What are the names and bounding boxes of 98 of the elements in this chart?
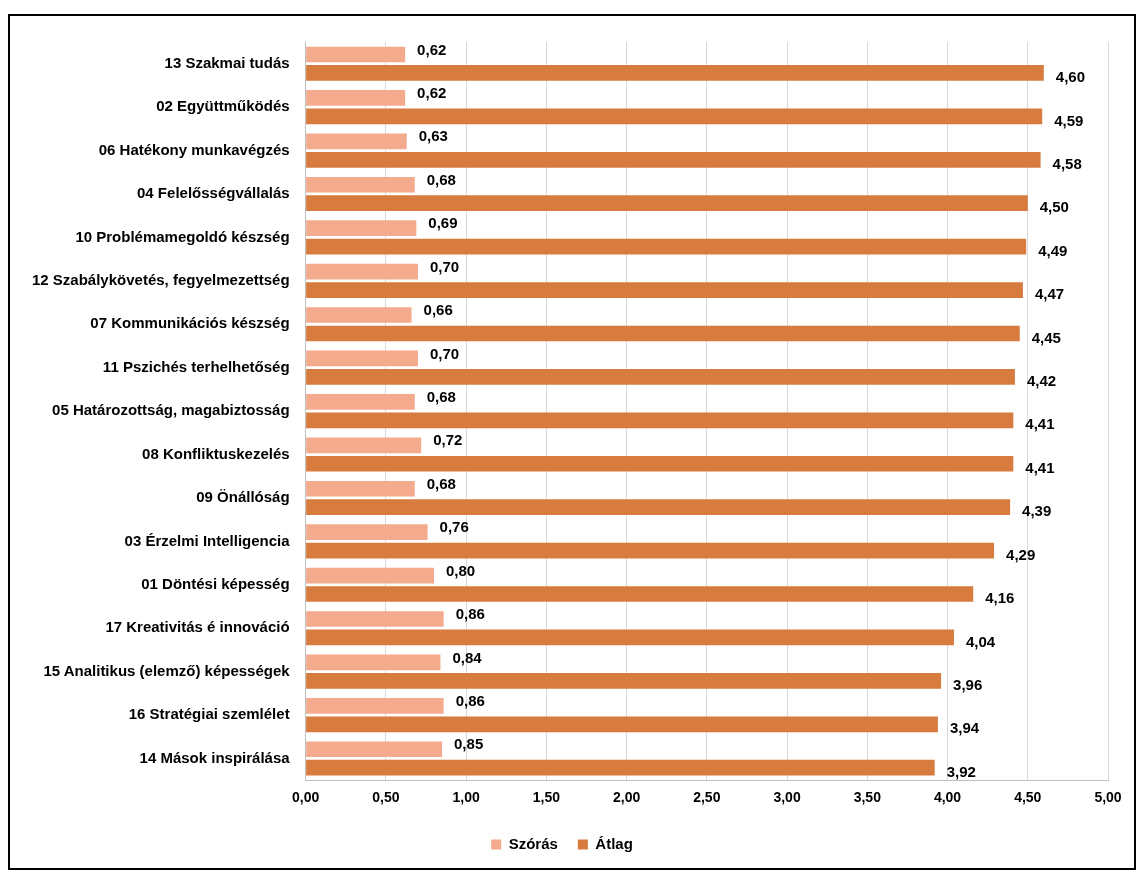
- x-tick-label: 2,00: [612, 789, 641, 806]
- x-tick-label: 0,50: [372, 789, 400, 806]
- data-label: 4,39: [1022, 502, 1052, 520]
- legend-label: Szórás: [508, 834, 558, 852]
- data-label: 4,49: [1038, 241, 1068, 259]
- y-tick-label: 01 Döntési képesség: [141, 574, 290, 592]
- bar: [306, 394, 415, 410]
- x-tick-label: 3,50: [853, 789, 882, 806]
- data-label: 3,94: [949, 719, 980, 737]
- data-label: 0,70: [429, 344, 460, 362]
- bar: [306, 697, 444, 714]
- y-tick-label: 10 Problémamegoldó készség: [75, 227, 290, 245]
- bar: [306, 263, 418, 280]
- bar: [306, 108, 1043, 125]
- x-tick-label: 2,50: [693, 789, 721, 806]
- bar: [306, 65, 1044, 81]
- bar: [306, 542, 995, 559]
- bar: [306, 90, 406, 106]
- data-label: 4,50: [1039, 198, 1069, 216]
- bar: [306, 759, 935, 776]
- data-label: 4,60: [1055, 68, 1086, 86]
- data-label: 0,68: [426, 388, 456, 406]
- y-tick-label: 13 Szakmai tudás: [164, 53, 290, 71]
- bar: [306, 282, 1023, 298]
- data-label: 0,80: [446, 561, 476, 579]
- bar: [306, 151, 1041, 168]
- y-tick-label: 07 Kommunikációs készség: [90, 314, 290, 332]
- data-label: 0,70: [429, 257, 460, 275]
- data-label: 4,45: [1031, 328, 1061, 346]
- bar: [306, 455, 1014, 472]
- bar: [306, 369, 1015, 385]
- data-label: 4,41: [1025, 415, 1055, 433]
- data-label: 0,86: [455, 605, 485, 623]
- data-label: 0,62: [417, 40, 447, 58]
- bar: [306, 629, 954, 646]
- bar: [306, 654, 441, 671]
- bar: [306, 307, 412, 323]
- x-tick-label: 5,00: [1094, 789, 1122, 806]
- data-label: 4,59: [1054, 111, 1084, 129]
- data-label: 4,16: [985, 589, 1015, 607]
- bar: [306, 238, 1027, 255]
- data-label: 3,92: [946, 762, 976, 780]
- data-label: 0,84: [452, 648, 483, 666]
- data-label: 0,72: [433, 431, 463, 449]
- bar: [306, 325, 1020, 342]
- bar: [306, 412, 1014, 429]
- y-tick-label: 02 Együttműködés: [156, 97, 290, 115]
- bar: [306, 567, 435, 584]
- bar: [306, 586, 974, 602]
- data-label: 0,68: [426, 170, 456, 188]
- data-label: 0,62: [417, 84, 447, 102]
- x-tick-label: 3,00: [773, 789, 801, 806]
- data-label: 0,63: [418, 127, 448, 145]
- bar: [306, 741, 443, 758]
- bar: [306, 480, 415, 497]
- y-tick-label: 12 Szabálykövetés, fegyelmezettség: [31, 270, 290, 288]
- data-label: 0,85: [454, 735, 484, 753]
- y-tick-label: 06 Hatékony munkavégzés: [98, 140, 290, 158]
- bar: [306, 611, 444, 627]
- bar: [306, 437, 422, 454]
- data-label: 0,86: [455, 691, 485, 709]
- bar: [306, 716, 938, 733]
- y-tick-label: 17 Kreativitás é innováció: [105, 618, 290, 636]
- legend-label: Átlag: [595, 834, 633, 852]
- y-tick-label: 16 Stratégiai szemlélet: [128, 705, 290, 723]
- data-label: 4,29: [1006, 545, 1036, 563]
- bar: [306, 133, 407, 150]
- data-label: 0,66: [423, 301, 453, 319]
- y-tick-label: 08 Konfliktuskezelés: [142, 444, 290, 462]
- bar: [306, 499, 1011, 516]
- x-tick-label: 4,00: [933, 789, 962, 806]
- y-tick-label: 15 Analitikus (elemző) képességek: [43, 661, 291, 679]
- data-label: 4,42: [1026, 372, 1057, 390]
- bar: [306, 673, 942, 689]
- data-label: 4,04: [965, 632, 996, 650]
- bar: [306, 350, 418, 367]
- bar: [306, 220, 417, 237]
- x-tick-label: 1,00: [452, 789, 480, 806]
- bar: [306, 195, 1028, 212]
- y-tick-label: 03 Érzelmi Intelligencia: [124, 531, 291, 549]
- x-tick-label: 1,50: [532, 789, 561, 806]
- x-tick-label: 4,50: [1014, 789, 1042, 806]
- data-label: 4,47: [1034, 285, 1065, 303]
- data-label: 0,76: [439, 518, 469, 536]
- x-tick-label: 0,00: [292, 789, 320, 806]
- data-label: 4,58: [1052, 154, 1082, 172]
- bar: [306, 524, 428, 540]
- y-tick-label: 04 Felelősségvállalás: [137, 184, 290, 202]
- y-tick-label: 14 Mások inspirálása: [139, 748, 291, 766]
- y-tick-label: 09 Önállóság: [196, 488, 290, 506]
- data-label: 4,41: [1025, 458, 1055, 476]
- bar: [306, 176, 415, 193]
- data-label: 3,96: [953, 676, 983, 694]
- y-tick-label: 05 Határozottság, magabiztosság: [52, 401, 290, 419]
- data-label: 0,69: [428, 214, 458, 232]
- y-tick-label: 11 Pszichés terhelhetőség: [102, 357, 290, 375]
- data-label: 0,68: [426, 474, 456, 492]
- bar: [306, 46, 406, 63]
